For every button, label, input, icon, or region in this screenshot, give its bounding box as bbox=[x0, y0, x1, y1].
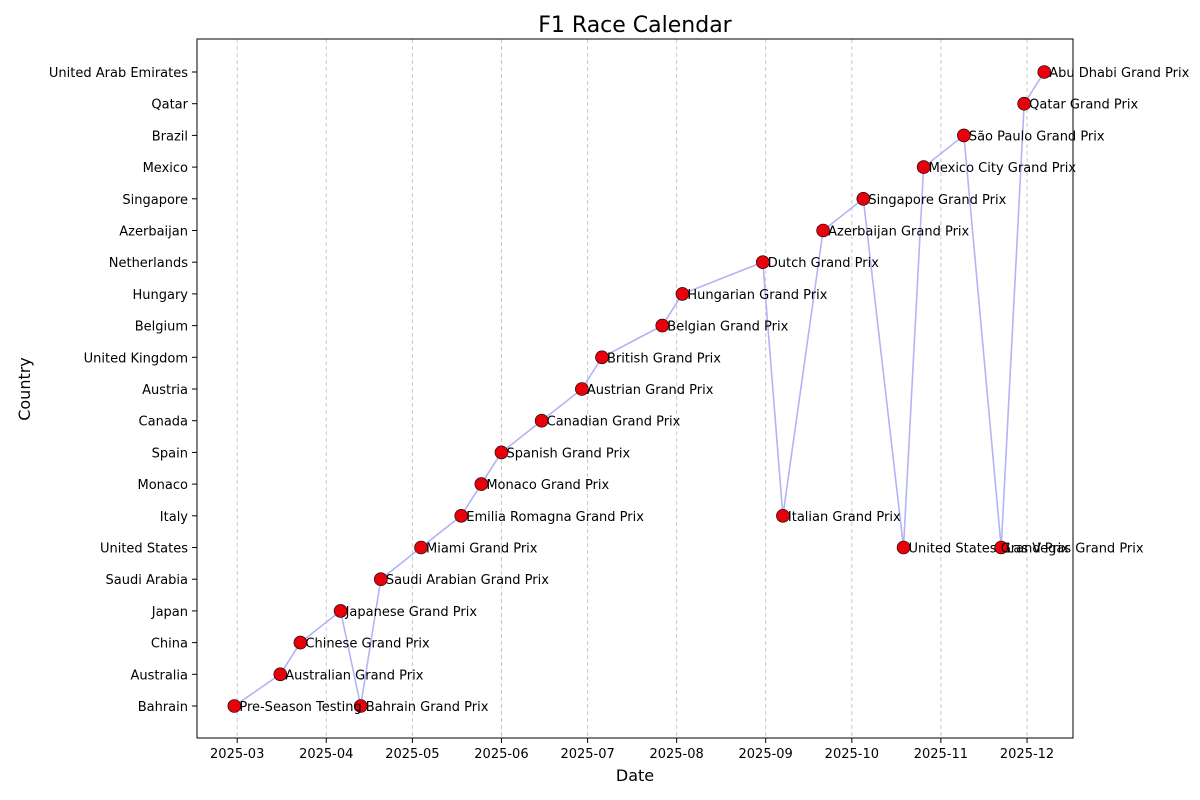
x-axis: 2025-03 2025-04 2025-05 2025-06 2025-07 2025-… bbox=[210, 738, 1054, 762]
race-marker bbox=[1037, 65, 1052, 79]
race-label: Hungarian Grand Prix bbox=[687, 288, 827, 303]
race-label: Emilia Romagna Grand Prix bbox=[466, 510, 644, 525]
y-tick-label: Mexico bbox=[143, 161, 188, 176]
y-tick-label: Azerbaijan bbox=[119, 225, 188, 240]
race-label: Belgian Grand Prix bbox=[667, 320, 788, 335]
y-tick-label: Australia bbox=[130, 668, 188, 683]
race-label: Spanish Grand Prix bbox=[506, 446, 630, 461]
x-tick-label: 2025-03 bbox=[210, 747, 264, 762]
race-label: Australian Grand Prix bbox=[285, 668, 423, 683]
y-tick-label: Spain bbox=[152, 446, 188, 461]
y-tick-label: Saudi Arabia bbox=[106, 573, 189, 588]
race-label: Austrian Grand Prix bbox=[587, 383, 714, 398]
race-label: Japanese Grand Prix bbox=[345, 605, 478, 620]
y-tick-label: Bahrain bbox=[138, 700, 188, 715]
race-marker bbox=[333, 604, 348, 618]
x-tick-label: 2025-05 bbox=[385, 747, 439, 762]
y-tick-label: Japan bbox=[151, 605, 188, 620]
race-label: Canadian Grand Prix bbox=[547, 415, 681, 430]
race-marker bbox=[273, 667, 288, 682]
race-marker bbox=[816, 223, 830, 238]
race-label: Abu Dhabi Grand Prix bbox=[1049, 66, 1189, 81]
race-marker bbox=[776, 508, 790, 523]
y-tick-label: Qatar bbox=[151, 98, 188, 113]
y-tick-label: United States bbox=[100, 542, 188, 557]
race-marker bbox=[957, 128, 971, 143]
x-tick-label: 2025-10 bbox=[825, 747, 879, 762]
race-marker bbox=[856, 192, 871, 206]
x-tick-label: 2025-06 bbox=[474, 747, 528, 762]
y-tick-label: Austria bbox=[142, 383, 188, 398]
y-tick-label: Netherlands bbox=[109, 256, 188, 271]
x-tick-label: 2025-08 bbox=[649, 747, 703, 762]
race-label: United States Grand Prix bbox=[909, 542, 1070, 557]
y-tick-label: China bbox=[151, 637, 188, 652]
race-marker bbox=[494, 445, 509, 460]
x-tick-label: 2025-09 bbox=[739, 747, 793, 762]
race-marker bbox=[994, 540, 1008, 555]
y-tick-label: Canada bbox=[139, 415, 188, 430]
race-label: Italian Grand Prix bbox=[788, 510, 901, 525]
race-label: Bahrain Grand Prix bbox=[366, 700, 489, 715]
race-label: Singapore Grand Prix bbox=[868, 193, 1006, 208]
race-marker bbox=[575, 382, 589, 396]
chart-title: F1 Race Calendar bbox=[538, 13, 732, 38]
race-labels: Pre-Season Testing Australian Grand Prix C… bbox=[239, 66, 1189, 715]
race-marker bbox=[916, 160, 931, 174]
x-axis-title: Date bbox=[616, 766, 654, 785]
race-marker bbox=[595, 350, 609, 365]
race-label: Azerbaijan Grand Prix bbox=[828, 225, 969, 240]
x-tick-label: 2025-04 bbox=[299, 747, 353, 762]
y-tick-label: Hungary bbox=[132, 288, 188, 303]
race-label: British Grand Prix bbox=[607, 351, 721, 366]
race-marker bbox=[374, 572, 388, 587]
race-label: Las Vegas Grand Prix bbox=[1006, 542, 1144, 557]
race-label: Dutch Grand Prix bbox=[768, 256, 879, 271]
race-marker bbox=[756, 255, 770, 270]
x-tick-label: 2025-11 bbox=[914, 747, 968, 762]
x-tick-label: 2025-12 bbox=[1000, 747, 1054, 762]
x-tick-label: 2025-07 bbox=[560, 747, 614, 762]
y-tick-label: United Kingdom bbox=[84, 351, 188, 366]
race-label: Mexico City Grand Prix bbox=[929, 161, 1077, 176]
race-marker bbox=[896, 540, 911, 555]
y-tick-label: Italy bbox=[160, 510, 189, 525]
race-marker bbox=[293, 635, 308, 650]
race-label: Monaco Grand Prix bbox=[486, 478, 609, 493]
y-tick-label: United Arab Emirates bbox=[49, 66, 188, 81]
race-marker bbox=[655, 318, 670, 333]
race-marker bbox=[1017, 96, 1031, 111]
y-tick-label: Monaco bbox=[138, 478, 189, 493]
race-marker bbox=[227, 699, 242, 713]
y-tick-label: Brazil bbox=[152, 129, 188, 144]
race-label: Chinese Grand Prix bbox=[305, 637, 430, 652]
y-axis: Bahrain Australia China Japan Saudi Arabia Un… bbox=[49, 66, 197, 715]
y-axis-title: Country bbox=[15, 357, 34, 421]
race-marker bbox=[675, 287, 690, 301]
race-marker bbox=[353, 699, 368, 713]
y-tick-label: Belgium bbox=[135, 320, 188, 335]
y-tick-label: Singapore bbox=[122, 193, 188, 208]
race-label: Pre-Season Testing bbox=[239, 700, 361, 715]
race-markers bbox=[227, 65, 1052, 713]
race-label: Miami Grand Prix bbox=[426, 542, 538, 557]
race-label: Qatar Grand Prix bbox=[1029, 98, 1138, 113]
race-marker bbox=[474, 477, 489, 491]
race-label: São Paulo Grand Prix bbox=[969, 129, 1105, 144]
race-marker bbox=[414, 540, 428, 555]
race-label: Saudi Arabian Grand Prix bbox=[386, 573, 549, 588]
race-marker bbox=[534, 413, 549, 428]
race-marker bbox=[454, 508, 469, 523]
